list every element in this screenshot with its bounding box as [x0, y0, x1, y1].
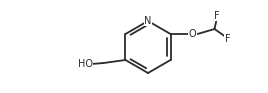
- Text: F: F: [225, 34, 230, 44]
- Text: N: N: [144, 16, 152, 26]
- Text: F: F: [214, 11, 219, 21]
- Text: O: O: [189, 29, 196, 39]
- Text: HO: HO: [78, 59, 93, 69]
